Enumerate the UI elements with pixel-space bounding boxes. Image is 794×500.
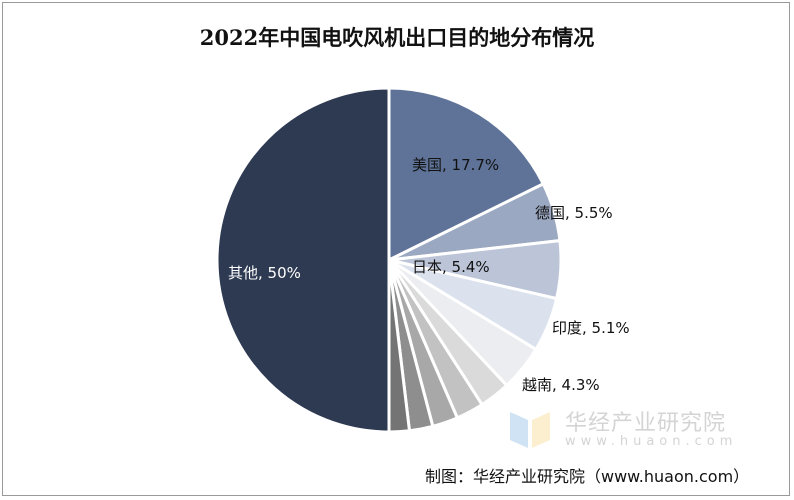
slice-label: 德国, 5.5% (535, 204, 613, 222)
slice-label: 其他, 50% (228, 264, 301, 282)
source-note: 制图：华经产业研究院（www.huaon.com） (425, 467, 750, 486)
pie-slice-其他 (215, 86, 391, 434)
pie-slice-美国 (387, 86, 546, 263)
slice-label: 日本, 5.4% (412, 258, 490, 276)
watermark-url: www.huaon.com (565, 434, 738, 449)
chart-title: 2022年中国电吹风机出口目的地分布情况 (199, 25, 595, 50)
slice-label: 印度, 5.1% (552, 319, 630, 337)
slice-label: 越南, 4.3% (522, 376, 600, 394)
watermark-logo-icon (510, 412, 550, 448)
watermark-name: 华经产业研究院 (565, 411, 727, 436)
slice-label: 美国, 17.7% (412, 156, 499, 174)
